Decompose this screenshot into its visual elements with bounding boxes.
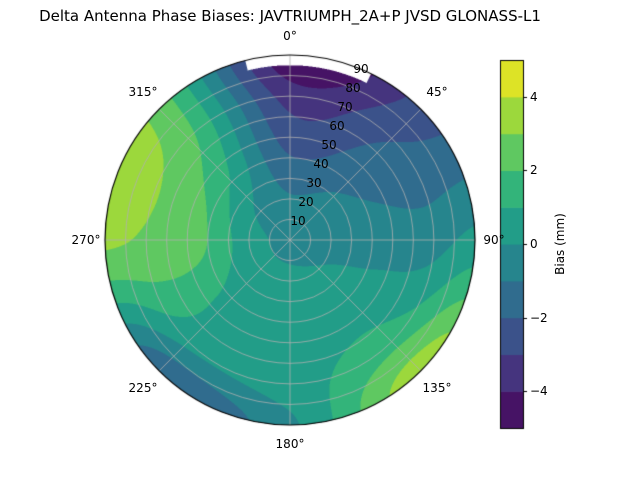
azimuth-label-90: 90° bbox=[483, 233, 505, 247]
radial-label-20: 20 bbox=[298, 195, 314, 209]
radial-label-60: 60 bbox=[329, 119, 345, 133]
radial-label-80: 80 bbox=[345, 81, 361, 95]
chart-title: Delta Antenna Phase Biases: JAVTRIUMPH_2… bbox=[39, 7, 541, 25]
colorbar-tick-4: 4 bbox=[530, 90, 538, 104]
colorbar-tick-neg4: −4 bbox=[530, 384, 548, 398]
colorbar-tick-0: 0 bbox=[530, 237, 538, 251]
azimuth-label-45: 45° bbox=[426, 85, 448, 99]
radial-label-90: 90 bbox=[353, 62, 369, 76]
radial-label-10: 10 bbox=[290, 214, 306, 228]
azimuth-label-225: 225° bbox=[128, 381, 158, 395]
azimuth-label-135: 135° bbox=[422, 381, 452, 395]
radial-label-70: 70 bbox=[337, 100, 353, 114]
colorbar-axis-label: Bias (mm) bbox=[553, 213, 567, 275]
azimuth-label-0: 0° bbox=[283, 29, 297, 43]
azimuth-label-180: 180° bbox=[275, 437, 305, 451]
colorbar-tick-neg2: −2 bbox=[530, 311, 548, 325]
azimuth-label-270: 270° bbox=[71, 233, 101, 247]
colorbar-tick-2: 2 bbox=[530, 163, 538, 177]
radial-label-40: 40 bbox=[313, 157, 329, 171]
azimuth-label-315: 315° bbox=[128, 85, 158, 99]
radial-label-50: 50 bbox=[321, 138, 337, 152]
radial-label-30: 30 bbox=[306, 176, 322, 190]
